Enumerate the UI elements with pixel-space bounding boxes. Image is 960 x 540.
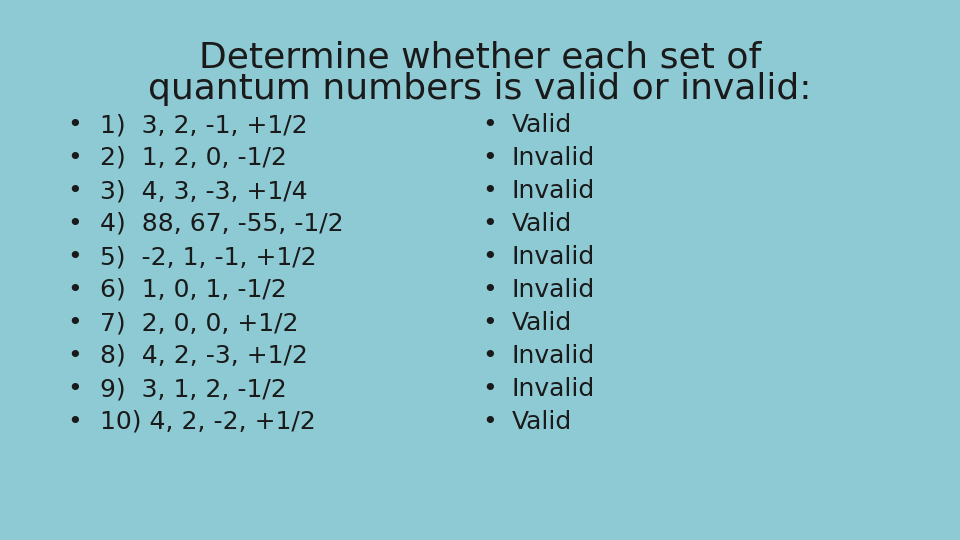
Text: 5)  -2, 1, -1, +1/2: 5) -2, 1, -1, +1/2 (100, 245, 317, 269)
Text: •: • (67, 212, 83, 236)
Text: Valid: Valid (512, 113, 572, 137)
Text: •: • (483, 377, 497, 401)
Text: •: • (67, 245, 83, 269)
Text: •: • (67, 344, 83, 368)
Text: •: • (483, 410, 497, 434)
Text: 1)  3, 2, -1, +1/2: 1) 3, 2, -1, +1/2 (100, 113, 307, 137)
Text: •: • (67, 179, 83, 203)
Text: Determine whether each set of: Determine whether each set of (199, 40, 761, 74)
Text: •: • (67, 410, 83, 434)
Text: Invalid: Invalid (512, 344, 595, 368)
Text: •: • (483, 344, 497, 368)
Text: Valid: Valid (512, 410, 572, 434)
Text: 6)  1, 0, 1, -1/2: 6) 1, 0, 1, -1/2 (100, 278, 287, 302)
Text: Invalid: Invalid (512, 146, 595, 170)
Text: Invalid: Invalid (512, 245, 595, 269)
Text: Invalid: Invalid (512, 179, 595, 203)
Text: 7)  2, 0, 0, +1/2: 7) 2, 0, 0, +1/2 (100, 311, 299, 335)
Text: 8)  4, 2, -3, +1/2: 8) 4, 2, -3, +1/2 (100, 344, 308, 368)
Text: •: • (67, 278, 83, 302)
Text: Invalid: Invalid (512, 278, 595, 302)
Text: Invalid: Invalid (512, 377, 595, 401)
Text: •: • (483, 179, 497, 203)
Text: 2)  1, 2, 0, -1/2: 2) 1, 2, 0, -1/2 (100, 146, 287, 170)
Text: •: • (483, 212, 497, 236)
Text: 9)  3, 1, 2, -1/2: 9) 3, 1, 2, -1/2 (100, 377, 287, 401)
Text: •: • (67, 113, 83, 137)
Text: •: • (483, 278, 497, 302)
Text: 10) 4, 2, -2, +1/2: 10) 4, 2, -2, +1/2 (100, 410, 316, 434)
Text: Valid: Valid (512, 212, 572, 236)
Text: •: • (483, 113, 497, 137)
Text: Valid: Valid (512, 311, 572, 335)
Text: •: • (483, 311, 497, 335)
Text: 3)  4, 3, -3, +1/4: 3) 4, 3, -3, +1/4 (100, 179, 307, 203)
Text: •: • (67, 377, 83, 401)
Text: •: • (483, 245, 497, 269)
Text: quantum numbers is valid or invalid:: quantum numbers is valid or invalid: (148, 72, 812, 106)
Text: 4)  88, 67, -55, -1/2: 4) 88, 67, -55, -1/2 (100, 212, 344, 236)
Text: •: • (67, 146, 83, 170)
Text: •: • (483, 146, 497, 170)
Text: •: • (67, 311, 83, 335)
